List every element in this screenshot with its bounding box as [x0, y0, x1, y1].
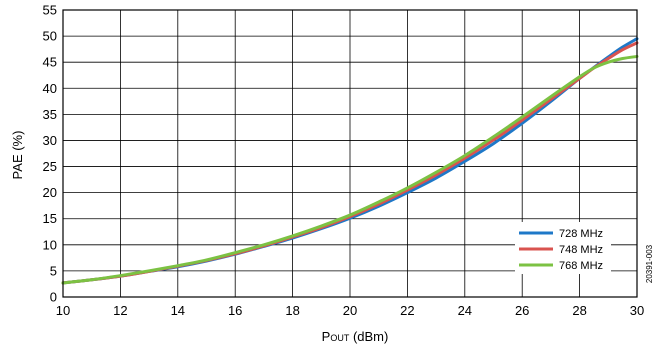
y-tick-label: 20	[43, 185, 57, 200]
y-tick-label: 35	[43, 107, 57, 122]
x-tick-label: 30	[630, 303, 644, 318]
y-tick-label: 10	[43, 237, 57, 252]
y-tick-label: 5	[50, 263, 57, 278]
x-axis-label-subscript: OUT	[330, 333, 350, 343]
legend: 728 MHz 748 MHz 768 MHz	[515, 222, 611, 274]
figure-id: 20391-003	[645, 244, 654, 283]
x-tick-label: 22	[400, 303, 414, 318]
y-tick-label: 0	[50, 290, 57, 305]
x-tick-label: 12	[113, 303, 127, 318]
legend-label: 748 MHz	[559, 244, 603, 256]
series-line-768-mhz	[61, 54, 639, 285]
y-tick-label: 30	[43, 133, 57, 148]
y-tick-label: 15	[43, 211, 57, 226]
y-tick-label: 40	[43, 81, 57, 96]
y-axis-label: PAE (%)	[10, 131, 25, 180]
plot-frame	[62, 9, 638, 298]
x-tick-label: 16	[228, 303, 242, 318]
y-tick-label: 50	[43, 29, 57, 44]
x-tick-label: 10	[56, 303, 70, 318]
x-tick-labels: 10 12 14 16 18 20 22 24 26 28 30	[56, 303, 644, 318]
x-tick-label: 18	[285, 303, 299, 318]
y-tick-label: 55	[43, 3, 57, 18]
legend-label: 768 MHz	[559, 260, 603, 272]
y-tick-label: 25	[43, 159, 57, 174]
x-tick-label: 20	[343, 303, 357, 318]
x-tick-label: 28	[572, 303, 586, 318]
x-tick-label: 24	[458, 303, 472, 318]
y-tick-labels: 0 5 10 15 20 25 30 35 40 45 50 55	[43, 3, 57, 305]
x-axis-label: POUT (dBm)	[322, 329, 389, 344]
y-tick-label: 45	[43, 55, 57, 70]
legend-label: 728 MHz	[559, 228, 603, 240]
x-tick-label: 14	[171, 303, 185, 318]
x-tick-label: 26	[515, 303, 529, 318]
series-lines	[61, 37, 639, 285]
